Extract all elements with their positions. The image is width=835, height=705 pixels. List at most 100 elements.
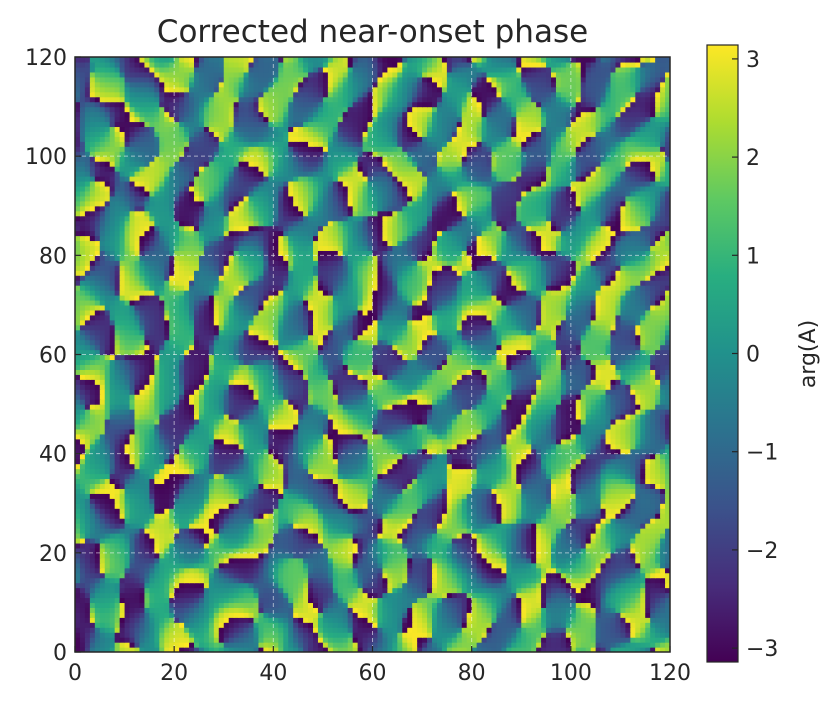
heatmap-cell <box>119 607 126 613</box>
heatmap-cell <box>660 597 666 604</box>
heatmap-cell <box>228 533 235 539</box>
heatmap-cell <box>308 473 314 480</box>
heatmap-cell <box>620 562 626 569</box>
heatmap-cell <box>243 617 250 623</box>
heatmap-cell <box>288 468 294 475</box>
heatmap-cell <box>536 478 542 485</box>
heatmap-cell <box>610 537 617 544</box>
heatmap-cell <box>278 597 284 604</box>
heatmap-cell <box>526 473 532 480</box>
heatmap-cell <box>327 458 334 465</box>
heatmap-cell <box>288 587 294 594</box>
heatmap-cell <box>526 577 532 584</box>
heatmap-cell <box>397 642 403 648</box>
heatmap-cell <box>119 473 126 480</box>
heatmap-cell <box>243 537 250 544</box>
heatmap-cell <box>615 483 622 489</box>
heatmap-cell <box>665 473 670 480</box>
heatmap-cell <box>441 572 448 579</box>
heatmap-cell <box>466 592 473 599</box>
heatmap-cell <box>501 572 507 579</box>
heatmap-cell <box>104 637 111 643</box>
heatmap-cell <box>446 508 453 514</box>
heatmap-cell <box>585 473 592 480</box>
heatmap-cell <box>466 448 473 455</box>
heatmap-cell <box>198 508 205 514</box>
heatmap-cell <box>397 498 403 504</box>
heatmap-cell <box>427 453 433 460</box>
heatmap-cell <box>432 537 438 544</box>
heatmap-cell <box>665 552 670 559</box>
heatmap-cell <box>625 458 631 465</box>
heatmap-cell <box>451 542 458 549</box>
heatmap-cell <box>551 627 557 633</box>
heatmap-cell <box>75 577 81 584</box>
heatmap-cell <box>620 577 626 584</box>
heatmap-cell <box>461 547 468 554</box>
heatmap-cell <box>213 617 220 623</box>
heatmap-cell <box>481 483 488 489</box>
heatmap-cell <box>144 642 150 648</box>
heatmap-cell <box>446 468 453 475</box>
heatmap-cell <box>630 533 636 539</box>
heatmap-cell <box>352 463 359 470</box>
heatmap-cell <box>203 478 210 485</box>
heatmap-cell <box>422 577 428 584</box>
heatmap-cell <box>139 493 146 499</box>
heatmap-cell <box>233 647 240 652</box>
heatmap-cell <box>600 572 607 579</box>
heatmap-cell <box>189 448 195 455</box>
heatmap-cell <box>342 617 349 623</box>
heatmap-cell <box>332 537 339 544</box>
heatmap-cell <box>451 458 458 465</box>
heatmap-cell <box>253 587 260 594</box>
heatmap-cell <box>238 458 245 465</box>
heatmap-cell <box>228 478 235 485</box>
heatmap-cell <box>144 483 150 489</box>
heatmap-cell <box>327 498 334 504</box>
heatmap-cell <box>575 493 582 499</box>
heatmap-cell <box>506 632 512 638</box>
heatmap-cell <box>407 533 413 539</box>
heatmap-cell <box>94 607 101 613</box>
heatmap-cell <box>536 647 542 652</box>
heatmap-cell <box>585 508 592 514</box>
heatmap-cell <box>476 557 483 564</box>
heatmap-cell <box>382 473 388 480</box>
heatmap-cell <box>293 533 299 539</box>
heatmap-cell <box>665 622 670 628</box>
heatmap-cell <box>625 587 631 594</box>
heatmap-cell <box>620 592 626 599</box>
heatmap-cell <box>570 478 577 485</box>
heatmap-cell <box>501 533 507 539</box>
heatmap-cell <box>595 468 602 475</box>
heatmap-cell <box>630 617 636 623</box>
heatmap-cell <box>362 562 369 569</box>
heatmap-cell <box>600 622 607 628</box>
heatmap-cell <box>248 508 255 514</box>
heatmap-cell <box>184 572 190 579</box>
heatmap-cell <box>342 642 349 648</box>
heatmap-cell <box>218 622 225 628</box>
heatmap-cell <box>615 607 622 613</box>
heatmap-cell <box>496 533 503 539</box>
heatmap-cell <box>174 637 180 643</box>
heatmap-cell <box>233 622 240 628</box>
heatmap-cell <box>600 508 607 514</box>
heatmap-cell <box>516 448 522 455</box>
heatmap-cell <box>471 463 478 470</box>
heatmap-cell <box>635 508 641 514</box>
heatmap-cell <box>233 602 240 608</box>
heatmap-cell <box>313 453 319 460</box>
heatmap-cell <box>273 592 279 599</box>
heatmap-cell <box>625 597 631 604</box>
heatmap-cell <box>238 478 245 485</box>
heatmap-cell <box>476 463 483 470</box>
heatmap-cell <box>119 508 126 514</box>
heatmap-cell <box>263 483 269 489</box>
heatmap-cell <box>84 478 91 485</box>
heatmap-cell <box>620 528 626 534</box>
heatmap-cell <box>541 488 547 494</box>
heatmap-cell <box>268 592 274 599</box>
heatmap-cell <box>194 468 200 475</box>
